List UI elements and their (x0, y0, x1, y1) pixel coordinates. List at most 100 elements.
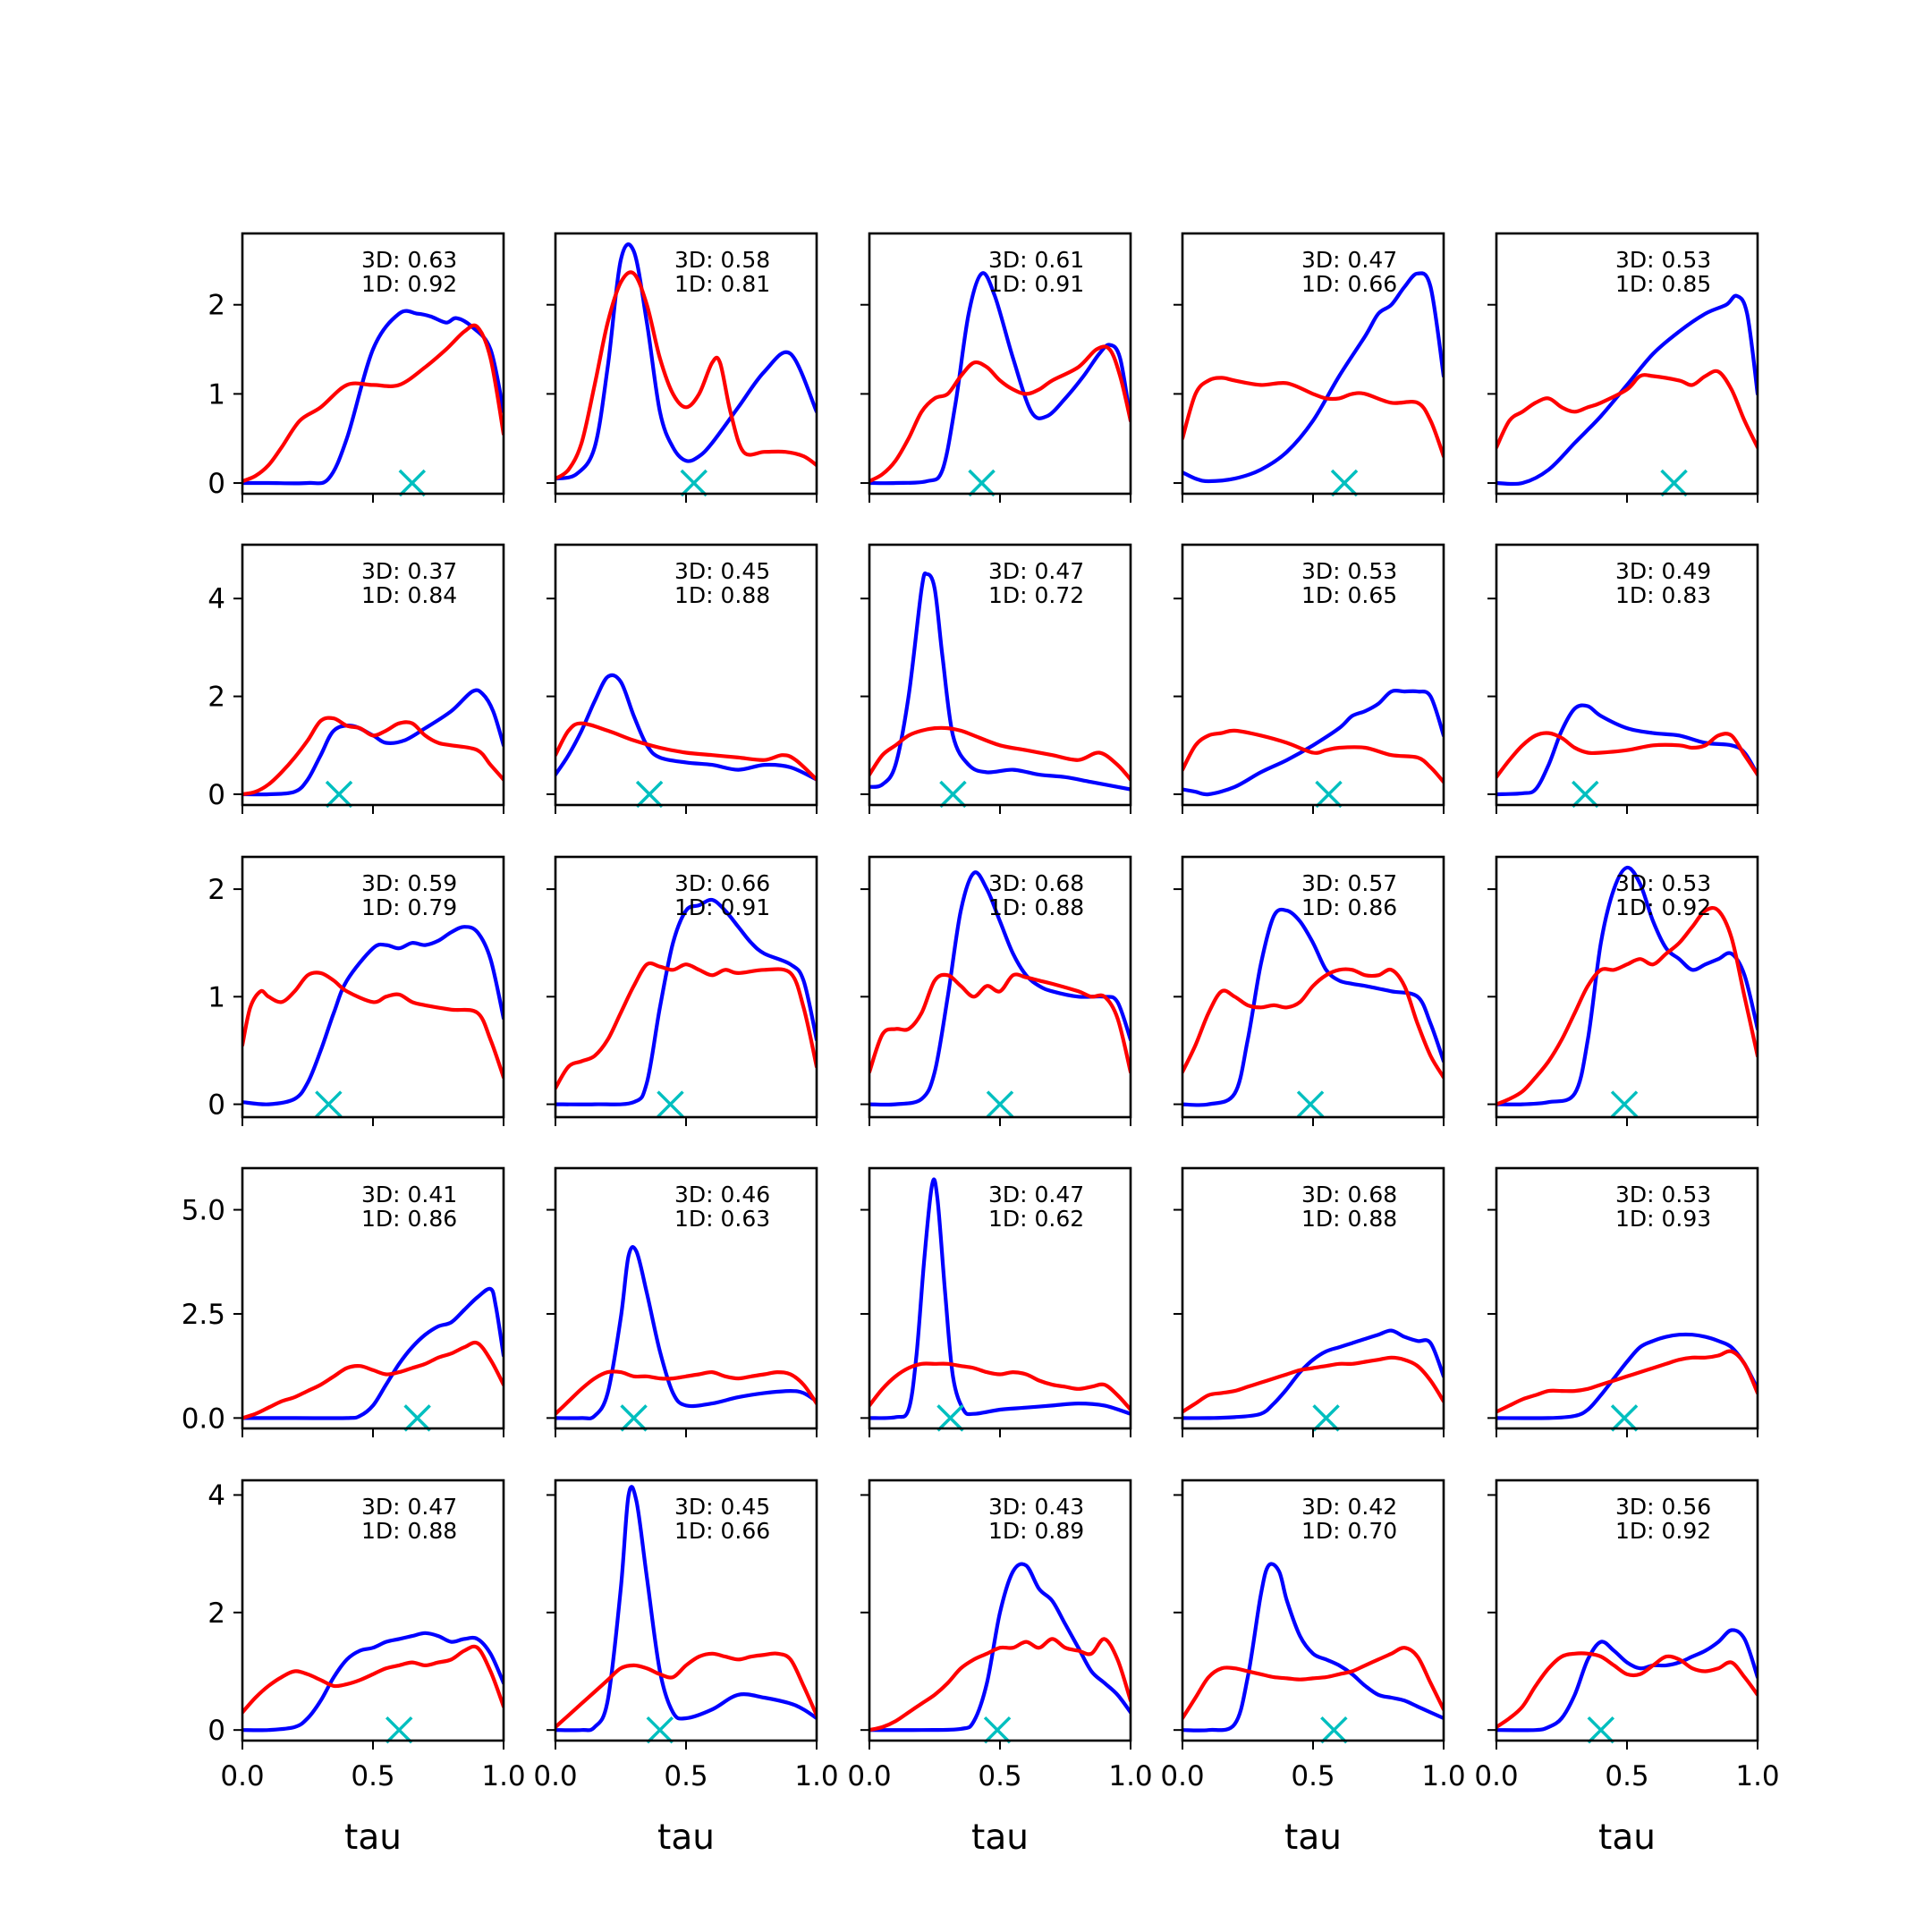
estimate-x-marker (1660, 469, 1688, 497)
series-1d-line (1182, 728, 1444, 784)
series-3d-line (1496, 293, 1758, 487)
x-axis-label: tau (657, 1818, 715, 1858)
series-3d-line (555, 1245, 817, 1420)
estimate-x-marker (1610, 1404, 1639, 1432)
estimate-x-marker (398, 469, 427, 497)
estimate-x-marker (1330, 469, 1359, 497)
series-1d-line (869, 972, 1131, 1074)
score-annotation: 1D: 0.92 (1615, 894, 1711, 920)
x-tick-label: 0.0 (847, 1760, 891, 1792)
score-annotation: 3D: 0.61 (988, 247, 1084, 273)
series-1d-line (1182, 376, 1444, 459)
score-annotation: 3D: 0.49 (1615, 558, 1711, 584)
series-1d-line (555, 1651, 817, 1729)
series-1d-line (555, 961, 817, 1090)
score-annotation: 1D: 0.62 (988, 1206, 1084, 1232)
estimate-x-marker (1587, 1716, 1615, 1744)
x-tick-label: 1.0 (1108, 1760, 1152, 1792)
score-annotation: 3D: 0.56 (1615, 1494, 1711, 1520)
estimate-x-marker (657, 1090, 684, 1118)
score-annotation: 3D: 0.47 (988, 1182, 1084, 1208)
series-1d-line (242, 1340, 504, 1420)
score-annotation: 1D: 0.91 (674, 894, 770, 920)
score-annotation: 3D: 0.47 (361, 1494, 457, 1520)
score-annotation: 1D: 0.65 (1301, 582, 1397, 608)
score-annotation: 1D: 0.85 (1615, 271, 1711, 297)
series-3d-line (1496, 1628, 1758, 1733)
x-tick-label: 1.0 (794, 1760, 838, 1792)
series-3d-line (242, 1631, 504, 1733)
score-annotation: 3D: 0.53 (1615, 870, 1711, 896)
score-annotation: 3D: 0.68 (1301, 1182, 1397, 1208)
y-tick-label: 2 (208, 682, 225, 714)
score-annotation: 3D: 0.47 (988, 558, 1084, 584)
x-tick-label: 1.0 (1735, 1760, 1779, 1792)
score-annotation: 3D: 0.59 (361, 870, 457, 896)
x-tick-label: 0.5 (978, 1760, 1021, 1792)
score-annotation: 3D: 0.45 (674, 1494, 770, 1520)
score-annotation: 1D: 0.70 (1301, 1518, 1397, 1544)
estimate-x-marker (1320, 1716, 1348, 1744)
y-tick-label: 0 (208, 1089, 225, 1122)
y-tick-label: 1 (208, 981, 225, 1013)
x-tick-label: 0.0 (533, 1760, 577, 1792)
series-1d-line (1182, 967, 1444, 1080)
series-1d-line (242, 970, 504, 1080)
score-annotation: 1D: 0.79 (361, 894, 457, 920)
estimate-x-marker (1315, 780, 1343, 809)
y-tick-label: 1 (208, 378, 225, 411)
series-1d-line (555, 721, 817, 782)
series-3d-line (555, 1485, 817, 1733)
series-3d-line (869, 1562, 1131, 1733)
series-3d-line (242, 925, 504, 1106)
score-annotation: 1D: 0.86 (1301, 894, 1397, 920)
score-annotation: 1D: 0.93 (1615, 1206, 1711, 1232)
score-annotation: 1D: 0.91 (988, 271, 1084, 297)
series-1d-line (555, 270, 817, 481)
estimate-x-marker (315, 1090, 343, 1118)
y-tick-label: 2 (208, 1597, 225, 1630)
estimate-x-marker (968, 469, 996, 497)
estimate-x-marker (385, 1716, 413, 1744)
estimate-x-marker (1610, 1090, 1639, 1118)
score-annotation: 1D: 0.88 (674, 582, 770, 608)
series-1d-line (869, 725, 1131, 782)
x-axis-label: tau (344, 1818, 402, 1858)
estimate-x-marker (403, 1404, 431, 1432)
score-annotation: 3D: 0.53 (1615, 1182, 1711, 1208)
series-3d-line (242, 309, 504, 486)
score-annotation: 3D: 0.68 (988, 870, 1084, 896)
x-tick-label: 0.0 (1474, 1760, 1518, 1792)
series-1d-line (1496, 731, 1758, 779)
series-3d-line (869, 571, 1131, 792)
series-3d-line (1182, 907, 1444, 1107)
x-tick-label: 0.5 (1605, 1760, 1648, 1792)
y-tick-label: 4 (208, 1479, 225, 1512)
estimate-x-marker (680, 469, 708, 497)
estimate-x-marker (620, 1404, 648, 1432)
series-1d-line (555, 1369, 817, 1416)
score-annotation: 1D: 0.81 (674, 271, 770, 297)
series-3d-line (242, 688, 504, 797)
x-tick-label: 0.5 (351, 1760, 394, 1792)
estimate-x-marker (646, 1716, 674, 1744)
score-annotation: 1D: 0.84 (361, 582, 457, 608)
y-tick-label: 2 (208, 874, 225, 906)
series-3d-line (555, 897, 817, 1106)
series-1d-line (1182, 1646, 1444, 1721)
